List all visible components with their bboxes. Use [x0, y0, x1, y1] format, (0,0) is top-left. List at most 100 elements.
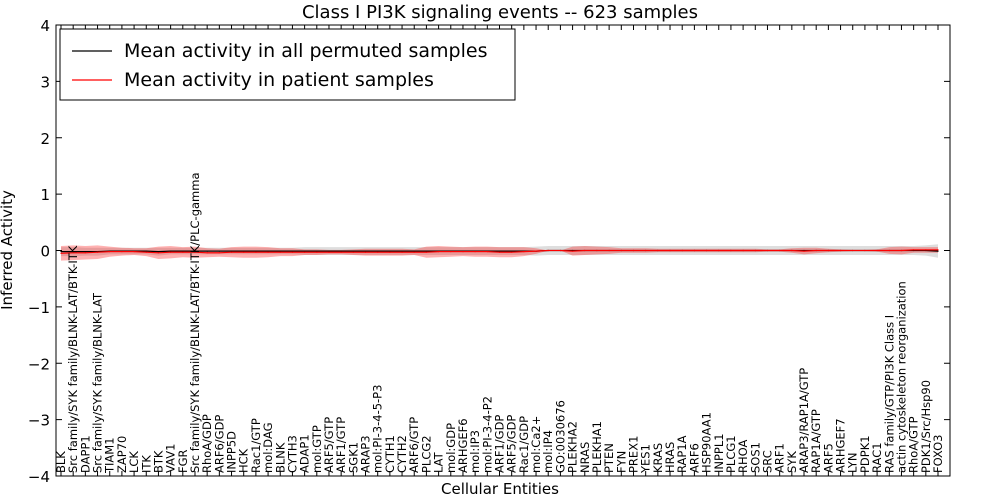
point-patient-mol-pi-3-4-5-p3 — [377, 251, 379, 253]
point-permuted-arf1-gdp — [498, 250, 501, 252]
x-tick-label-arf5: ARF5 — [821, 443, 835, 473]
point-patient-cyth3 — [291, 251, 293, 253]
point-patient-rac1-gtp — [255, 251, 257, 253]
chart-title: Class I PI3K signaling events -- 623 sam… — [302, 2, 698, 23]
x-tick-label-arf5-gdp: ARF5/GDP — [505, 415, 519, 473]
line-segment-patient — [158, 251, 171, 254]
point-permuted-vav1 — [170, 250, 172, 252]
x-tick-label-adap1: ADAP1 — [298, 434, 312, 473]
x-tick-label-mol-ip3: mol:IP3 — [468, 430, 482, 473]
point-patient-kras — [657, 249, 659, 252]
x-tick-label-rac1-gtp: Rac1/GTP — [249, 418, 263, 473]
point-patient-syk — [791, 249, 793, 252]
point-patient-mol-ip4 — [547, 249, 549, 252]
point-patient-mol-gdp — [450, 251, 452, 253]
point-permuted-blk — [60, 251, 62, 253]
point-patient-arf1 — [779, 249, 781, 252]
point-patient-zap70 — [121, 251, 123, 253]
point-patient-actin-cytoskeleton-reorganization — [900, 249, 903, 252]
point-patient-go-0030676 — [559, 249, 562, 252]
point-patient-arhgef7 — [840, 249, 842, 252]
x-tick-label-arf6-gtp: ARF6/GTP — [407, 417, 421, 473]
x-tick-label-rhoa: RHOA — [736, 440, 750, 473]
point-patient-vav1 — [170, 251, 172, 253]
point-patient-plekha2 — [572, 250, 574, 252]
x-tick-label-mol-gtp: mol:GTP — [310, 425, 324, 473]
line-segment-patient — [572, 249, 585, 252]
point-patient-src-family-syk-family-blnk-lat — [96, 251, 99, 253]
point-patient-arf1-gdp — [498, 251, 501, 253]
x-tick-label-pten: PTEN — [602, 443, 616, 473]
point-patient-arap3-rap1a-gtp — [803, 250, 805, 252]
x-tick-label-mol-pi-3-4-p2: mol:PI-3-4-P2 — [480, 396, 494, 473]
line-segment-patient — [219, 251, 232, 254]
point-patient-nras — [584, 249, 586, 252]
point-permuted-fgr — [182, 250, 184, 252]
point-permuted-arf5-gtp — [328, 250, 330, 252]
point-patient-pdpk1 — [864, 249, 866, 252]
line-segment-patient — [535, 249, 549, 252]
point-permuted-rac1-gtp — [255, 250, 257, 252]
point-patient-lat — [438, 251, 440, 253]
point-permuted-plcg2 — [425, 250, 427, 252]
y-tick-label: −2 — [28, 355, 50, 373]
y-tick-label: 3 — [40, 73, 50, 91]
x-tick-label-sos1: SOS1 — [748, 442, 762, 473]
line-segment-patient — [560, 249, 573, 252]
point-patient-hras — [669, 249, 671, 252]
line-segment-patient — [426, 251, 439, 253]
line-segment-patient — [146, 251, 159, 254]
x-tick-label-src-family-syk-family-blnk-lat-btk-itk-plc-gamma: Src family/SYK family/BLNK-LAT/BTK-ITK/P… — [188, 173, 202, 474]
point-patient-ras-family-gtp-pi3k-class-i — [888, 249, 890, 252]
line-segment-permuted — [158, 250, 171, 253]
line-segment-patient — [60, 252, 74, 254]
x-tick-label-cyth1: CYTH1 — [383, 435, 397, 473]
x-tick-label-ras-family-gtp-pi3k-class-i: RAS family/GTP/PI3K Class I — [882, 315, 896, 473]
x-tick-label-arf6-gdp: ARF6/GDP — [212, 415, 226, 473]
point-patient-prex1 — [632, 249, 635, 252]
point-permuted-arf5-gdp — [511, 250, 513, 252]
x-tick-label-blk: BLK — [54, 451, 68, 473]
x-tick-label-mol-dag: mol:DAG — [261, 422, 275, 473]
x-tick-label-tiam1: TIAM1 — [103, 437, 117, 474]
x-tick-label-arf6: ARF6 — [687, 443, 701, 473]
line-segment-patient — [194, 251, 208, 254]
point-permuted-src-family-syk-family-blnk-lat-btk-itk — [72, 251, 74, 253]
point-patient-inppl1 — [718, 249, 720, 252]
point-patient-plcg1 — [730, 249, 732, 252]
x-tick-label-arf1-gtp: ARF1/GTP — [334, 417, 348, 473]
point-patient-hck — [243, 251, 245, 253]
point-patient-inpp5d — [230, 251, 233, 253]
line-segment-permuted — [925, 249, 939, 252]
point-patient-arhgef6 — [462, 251, 464, 253]
point-patient-mol-ip3 — [474, 251, 476, 253]
point-patient-cyth1 — [389, 251, 391, 253]
point-patient-rac1-gdp — [523, 251, 525, 253]
x-tick-label-rhoa-gtp: RhoA/GTP — [907, 416, 921, 473]
series-lines — [60, 249, 939, 254]
y-tick-label: −4 — [28, 468, 50, 486]
point-patient-rac1 — [876, 249, 878, 252]
x-tick-label-vav1: VAV1 — [164, 444, 178, 473]
point-patient-sos1 — [754, 249, 756, 252]
x-tick-label-arap3: ARAP3 — [359, 435, 373, 473]
x-tick-label-lyn: LYN — [846, 452, 860, 473]
x-tick-label-nras: NRAS — [578, 442, 592, 473]
point-patient-rhoa-gtp — [913, 249, 915, 251]
x-axis-label: Cellular Entities — [441, 480, 559, 498]
x-tick-label-rap1a-gtp: RAP1A/GTP — [809, 409, 823, 473]
point-patient-lyn — [852, 249, 854, 252]
point-permuted-foxo3 — [937, 250, 939, 252]
point-permuted-cyth3 — [291, 250, 293, 252]
point-patient-blk — [60, 252, 62, 254]
x-tick-label-src-family-syk-family-blnk-lat-btk-itk: Src family/SYK family/BLNK-LAT/BTK-ITK — [66, 245, 80, 473]
y-tick-label: 0 — [40, 243, 50, 261]
point-permuted-arf6-gtp — [413, 250, 415, 252]
x-tick-label-prex1: PREX1 — [627, 436, 641, 473]
x-tick-label-mol-ca2: mol:Ca2+ — [529, 416, 543, 473]
point-permuted-mol-dag — [267, 250, 269, 252]
point-permuted-mol-gtp — [316, 250, 318, 252]
x-tick-label-syk: SYK — [785, 451, 799, 473]
point-patient-cyth2 — [401, 251, 403, 253]
